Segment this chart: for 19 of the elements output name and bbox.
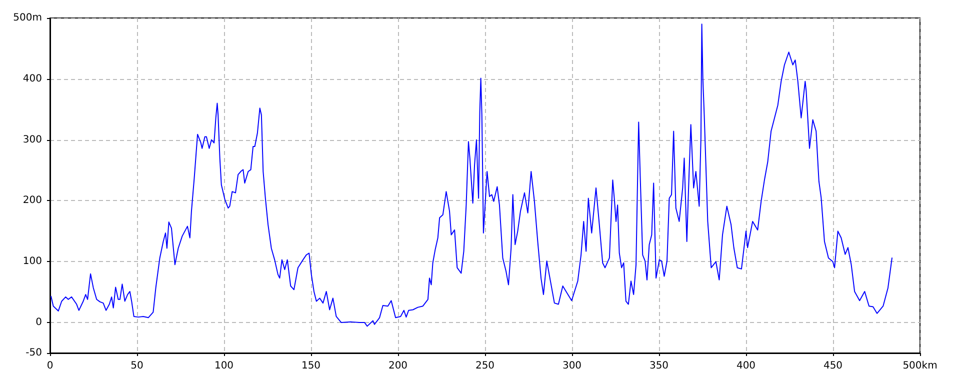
y-tick-label: 0	[36, 317, 42, 328]
y-tick-label: 200	[22, 195, 42, 206]
y-tick-label: 500m	[13, 12, 42, 24]
line-series	[50, 24, 892, 327]
y-tick-label: 300	[22, 134, 42, 146]
y-tick-label: -50	[26, 348, 42, 358]
x-tick-label: 100	[214, 360, 234, 372]
y-tick-label: 400	[22, 73, 42, 84]
x-tick-label: 300	[562, 360, 582, 372]
x-tick-label: 350	[649, 360, 669, 372]
x-tick-label: 450	[823, 360, 843, 372]
x-tick-label: 400	[736, 360, 756, 372]
y-tick-label: 100	[22, 256, 42, 268]
x-tick-label: 200	[388, 360, 408, 372]
x-tick-label: 150	[301, 360, 321, 372]
x-tick-label: 500km	[902, 360, 938, 372]
x-tick-label: 0	[46, 360, 54, 372]
x-tick-label: 250	[475, 360, 495, 372]
x-tick-label: 50	[130, 360, 144, 372]
